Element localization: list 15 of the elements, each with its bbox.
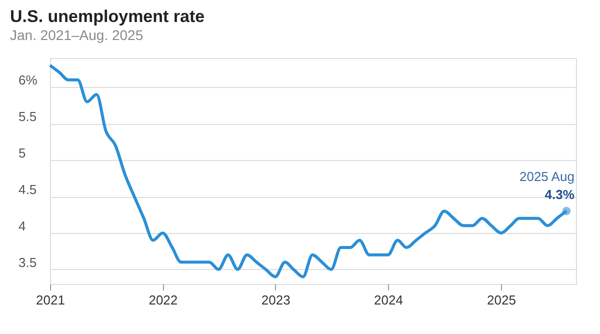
x-tick-label: 2021	[36, 292, 65, 308]
chart-subtitle: Jan. 2021–Aug. 2025	[10, 27, 144, 43]
annotation: 4.3%	[544, 187, 575, 202]
y-tick-label: 5.5	[18, 109, 37, 124]
x-tick-label: 2023	[261, 292, 290, 308]
y-tick-label: 3.5	[18, 254, 37, 270]
x-tick-label: 2022	[148, 292, 178, 308]
y-tick-label: 5	[18, 146, 26, 161]
x-tick-label: 2024	[374, 292, 403, 308]
y-tick-label: 4	[18, 218, 26, 234]
y-tick-label: 6%	[18, 72, 38, 88]
annotation: 2025 Aug	[519, 169, 574, 184]
y-tick-label: 4.5	[18, 182, 37, 198]
chart-title: U.S. unemployment rate	[10, 7, 205, 26]
x-tick-label: 2025	[487, 292, 516, 308]
